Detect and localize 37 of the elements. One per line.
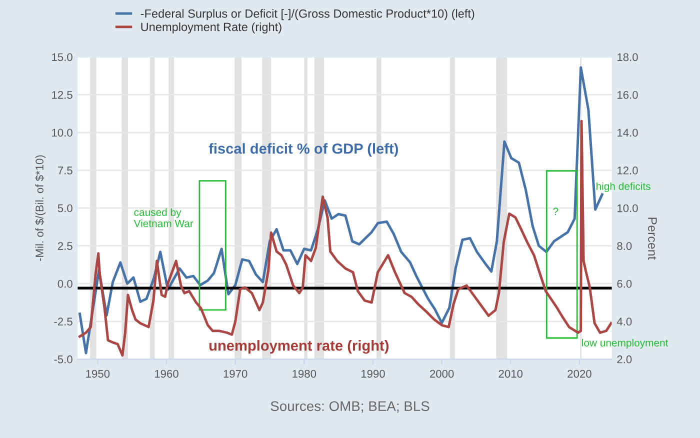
y-tick-label: 7.5 bbox=[58, 166, 72, 174]
x-tick-label: 2020 bbox=[568, 370, 592, 378]
y2-tick-label: 12.0 bbox=[618, 166, 638, 174]
x-tick-label: 1950 bbox=[86, 370, 110, 378]
y-tick-label: 12.5 bbox=[52, 90, 72, 99]
y-axis-title: -Mil. of $/(Bil. of $*10) bbox=[35, 155, 46, 261]
x-tick-label: 1990 bbox=[361, 370, 385, 378]
y2-tick-label: 8.0 bbox=[617, 242, 632, 250]
annotation: caused by Vietnam War bbox=[134, 208, 194, 228]
y-tick-label: 5.0 bbox=[58, 204, 72, 212]
y2-tick-label: 4.0 bbox=[616, 318, 632, 326]
annotation: high deficits bbox=[596, 182, 650, 192]
annotation: low unemployment bbox=[582, 338, 668, 349]
legend-label: -Federal Surplus or Deficit [-]/(Gross Domestic Product*10) (left) bbox=[140, 9, 474, 20]
y2-axis-title: Percent bbox=[648, 218, 657, 260]
y-tick-label: -5.0 bbox=[54, 355, 72, 364]
annotation: fiscal deficit % of GDP (left) bbox=[208, 143, 398, 157]
y2-tick-label: 16.0 bbox=[618, 90, 638, 99]
annotation: unemployment rate (right) bbox=[209, 340, 389, 354]
source-note: Sources: OMB; BEA; BLS bbox=[270, 401, 430, 413]
x-tick-label: 2000 bbox=[430, 370, 454, 378]
x-tick-label: 1980 bbox=[292, 370, 316, 378]
y-tick-label: 2.5 bbox=[58, 242, 72, 250]
x-tick-label: 1970 bbox=[224, 370, 248, 378]
x-tick-label: 2010 bbox=[498, 370, 523, 378]
y2-tick-label: 6.0 bbox=[617, 280, 632, 288]
y-tick-label: -2.5 bbox=[54, 318, 72, 326]
y2-tick-label: 18.0 bbox=[618, 53, 638, 62]
y-tick-label: 15.0 bbox=[52, 53, 72, 62]
legend-label: Unemployment Rate (right) bbox=[141, 22, 282, 34]
y-tick-label: 10.0 bbox=[52, 128, 72, 137]
x-tick-label: 1960 bbox=[154, 370, 178, 378]
y2-tick-label: 2.0 bbox=[617, 355, 632, 364]
y-tick-label: 0.0 bbox=[58, 280, 72, 288]
y2-tick-label: 14.0 bbox=[618, 128, 638, 137]
y2-tick-label: 10.0 bbox=[618, 204, 638, 212]
annotation: ? bbox=[553, 208, 558, 215]
